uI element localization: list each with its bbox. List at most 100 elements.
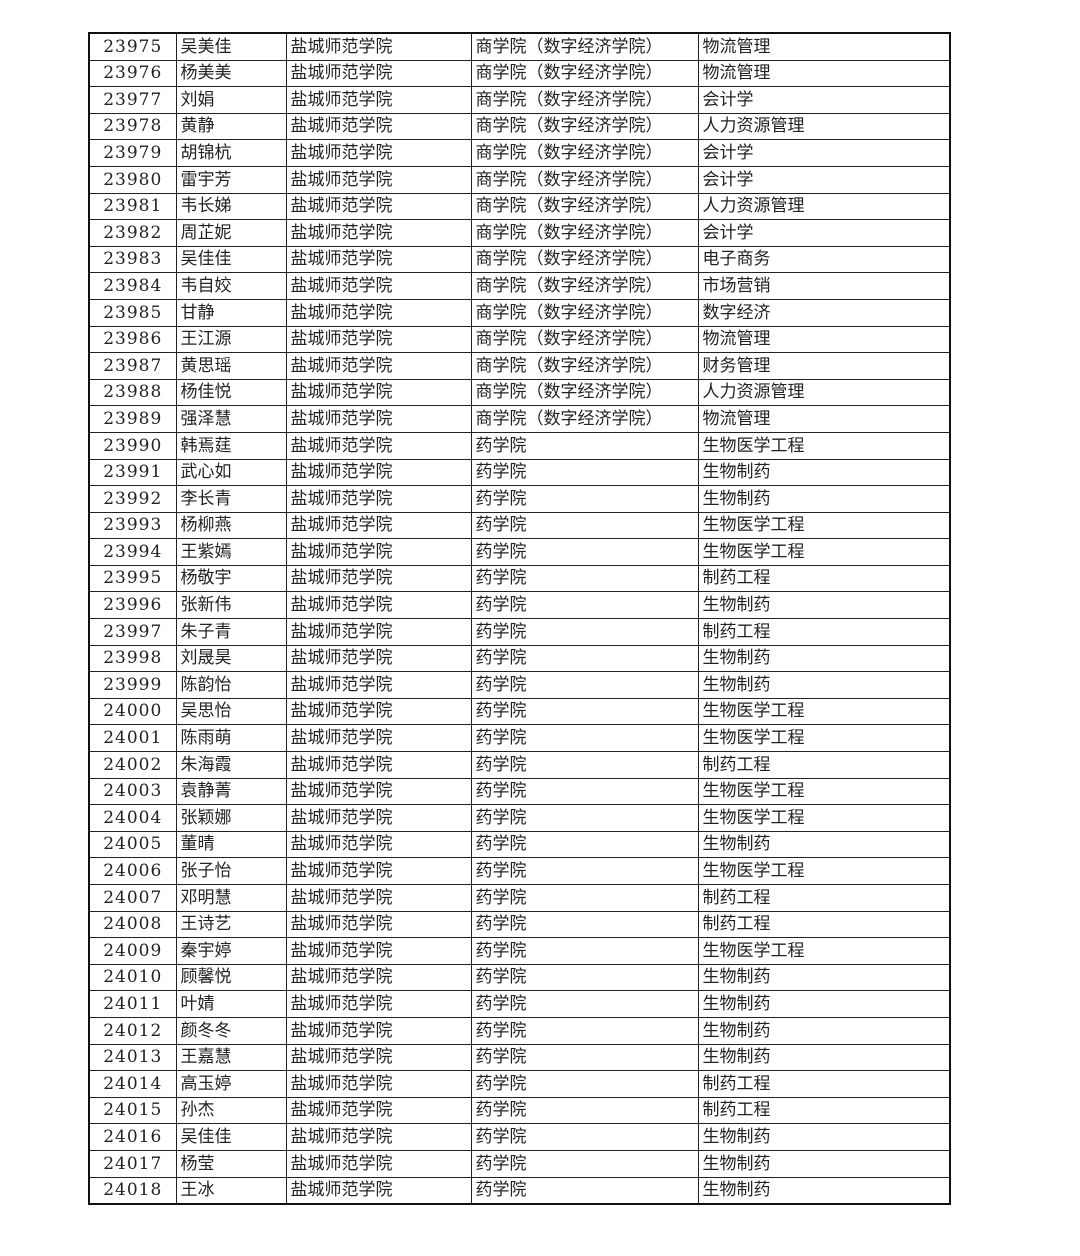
table-row: 23998 刘晟昊 盐城师范学院 药学院 生物制药: [88, 644, 951, 673]
university-cell: 盐城师范学院: [285, 644, 472, 673]
student-name-cell: 王嘉慧: [175, 1043, 287, 1072]
major-cell: 市场营销: [697, 272, 951, 300]
major-cell: 生物制药: [697, 1123, 951, 1151]
major-cell: 生物医学工程: [697, 697, 951, 726]
student-name-cell: 王紫嫣: [175, 538, 287, 566]
college-cell: 商学院（数字经济学院）: [470, 32, 699, 61]
row-number-cell: 24008: [88, 910, 177, 939]
row-number-cell: 24011: [88, 990, 177, 1018]
college-cell: 商学院（数字经济学院）: [470, 298, 699, 327]
college-cell: 药学院: [470, 1176, 699, 1205]
row-number-cell: 23996: [88, 591, 177, 620]
college-cell: 商学院（数字经济学院）: [470, 245, 699, 274]
university-cell: 盐城师范学院: [285, 751, 472, 779]
major-cell: 人力资源管理: [697, 192, 951, 221]
table-row: 24000 吴思怡 盐城师范学院 药学院 生物医学工程: [88, 697, 951, 726]
major-cell: 财务管理: [697, 352, 951, 380]
row-number-cell: 23986: [88, 325, 177, 354]
university-cell: 盐城师范学院: [285, 352, 472, 380]
student-name-cell: 邓明慧: [175, 884, 287, 912]
major-cell: 生物制药: [697, 671, 951, 699]
table-row: 24015 孙杰 盐城师范学院 药学院 制药工程: [88, 1096, 951, 1125]
table-row: 23986 王江源 盐城师范学院 商学院（数字经济学院） 物流管理: [88, 325, 951, 354]
major-cell: 物流管理: [697, 32, 951, 61]
row-number-cell: 23988: [88, 378, 177, 407]
row-number-cell: 24010: [88, 963, 177, 992]
university-cell: 盐城师范学院: [285, 990, 472, 1018]
student-name-cell: 杨敬宇: [175, 564, 287, 593]
major-cell: 制药工程: [697, 884, 951, 912]
university-cell: 盐城师范学院: [285, 192, 472, 221]
college-cell: 商学院（数字经济学院）: [470, 405, 699, 433]
table-row: 24011 叶婧 盐城师范学院 药学院 生物制药: [88, 990, 951, 1018]
major-cell: 会计学: [697, 219, 951, 247]
table-row: 24001 陈雨萌 盐城师范学院 药学院 生物医学工程: [88, 724, 951, 753]
table-row: 24013 王嘉慧 盐城师范学院 药学院 生物制药: [88, 1043, 951, 1072]
major-cell: 生物制药: [697, 990, 951, 1018]
row-number-cell: 23984: [88, 272, 177, 300]
student-name-cell: 甘静: [175, 298, 287, 327]
table-row: 23997 朱子青 盐城师范学院 药学院 制药工程: [88, 618, 951, 646]
major-cell: 生物制药: [697, 1176, 951, 1205]
university-cell: 盐城师范学院: [285, 937, 472, 965]
student-name-cell: 强泽慧: [175, 405, 287, 433]
table-row: 24017 杨莹 盐城师范学院 药学院 生物制药: [88, 1149, 951, 1178]
university-cell: 盐城师范学院: [285, 697, 472, 726]
college-cell: 商学院（数字经济学院）: [470, 112, 699, 141]
major-cell: 生物医学工程: [697, 937, 951, 965]
student-name-cell: 杨柳燕: [175, 511, 287, 540]
university-cell: 盐城师范学院: [285, 857, 472, 885]
student-name-cell: 秦宇婷: [175, 937, 287, 965]
student-name-cell: 董晴: [175, 830, 287, 859]
college-cell: 药学院: [470, 458, 699, 487]
major-cell: 制药工程: [697, 751, 951, 779]
table-row: 23984 韦自姣 盐城师范学院 商学院（数字经济学院） 市场营销: [88, 272, 951, 300]
row-number-cell: 24003: [88, 777, 177, 806]
table-row: 23993 杨柳燕 盐城师范学院 药学院 生物医学工程: [88, 511, 951, 540]
major-cell: 制药工程: [697, 1096, 951, 1125]
student-name-cell: 吴思怡: [175, 697, 287, 726]
college-cell: 商学院（数字经济学院）: [470, 139, 699, 167]
student-name-cell: 张颖娜: [175, 804, 287, 832]
student-name-cell: 刘晟昊: [175, 644, 287, 673]
college-cell: 药学院: [470, 644, 699, 673]
student-name-cell: 吴美佳: [175, 32, 287, 61]
student-name-cell: 胡锦杭: [175, 139, 287, 167]
university-cell: 盐城师范学院: [285, 405, 472, 433]
major-cell: 会计学: [697, 165, 951, 194]
row-number-cell: 23994: [88, 538, 177, 566]
college-cell: 药学院: [470, 1070, 699, 1098]
university-cell: 盐城师范学院: [285, 485, 472, 513]
table-row: 23985 甘静 盐城师范学院 商学院（数字经济学院） 数字经济: [88, 298, 951, 327]
major-cell: 生物医学工程: [697, 431, 951, 460]
table-row: 23981 韦长娣 盐城师范学院 商学院（数字经济学院） 人力资源管理: [88, 192, 951, 221]
row-number-cell: 23980: [88, 165, 177, 194]
college-cell: 商学院（数字经济学院）: [470, 165, 699, 194]
college-cell: 药学院: [470, 485, 699, 513]
university-cell: 盐城师范学院: [285, 511, 472, 540]
student-name-cell: 韦自姣: [175, 272, 287, 300]
table-row: 23992 李长青 盐城师范学院 药学院 生物制药: [88, 485, 951, 513]
table-row: 23976 杨美美 盐城师范学院 商学院（数字经济学院） 物流管理: [88, 59, 951, 88]
row-number-cell: 24016: [88, 1123, 177, 1151]
college-cell: 药学院: [470, 910, 699, 939]
student-name-cell: 韩焉莛: [175, 431, 287, 460]
student-name-cell: 顾馨悦: [175, 963, 287, 992]
row-number-cell: 23983: [88, 245, 177, 274]
major-cell: 生物制药: [697, 1149, 951, 1178]
row-number-cell: 23987: [88, 352, 177, 380]
student-name-cell: 刘娟: [175, 86, 287, 114]
table-row: 24008 王诗艺 盐城师范学院 药学院 制药工程: [88, 910, 951, 939]
student-name-cell: 杨美美: [175, 59, 287, 88]
row-number-cell: 23975: [88, 32, 177, 61]
table-row: 23983 吴佳佳 盐城师范学院 商学院（数字经济学院） 电子商务: [88, 245, 951, 274]
university-cell: 盐城师范学院: [285, 1123, 472, 1151]
student-name-cell: 韦长娣: [175, 192, 287, 221]
college-cell: 药学院: [470, 511, 699, 540]
student-name-cell: 雷宇芳: [175, 165, 287, 194]
major-cell: 生物制药: [697, 591, 951, 620]
college-cell: 药学院: [470, 777, 699, 806]
student-name-cell: 黄静: [175, 112, 287, 141]
table-row: 24009 秦宇婷 盐城师范学院 药学院 生物医学工程: [88, 937, 951, 965]
university-cell: 盐城师范学院: [285, 1149, 472, 1178]
